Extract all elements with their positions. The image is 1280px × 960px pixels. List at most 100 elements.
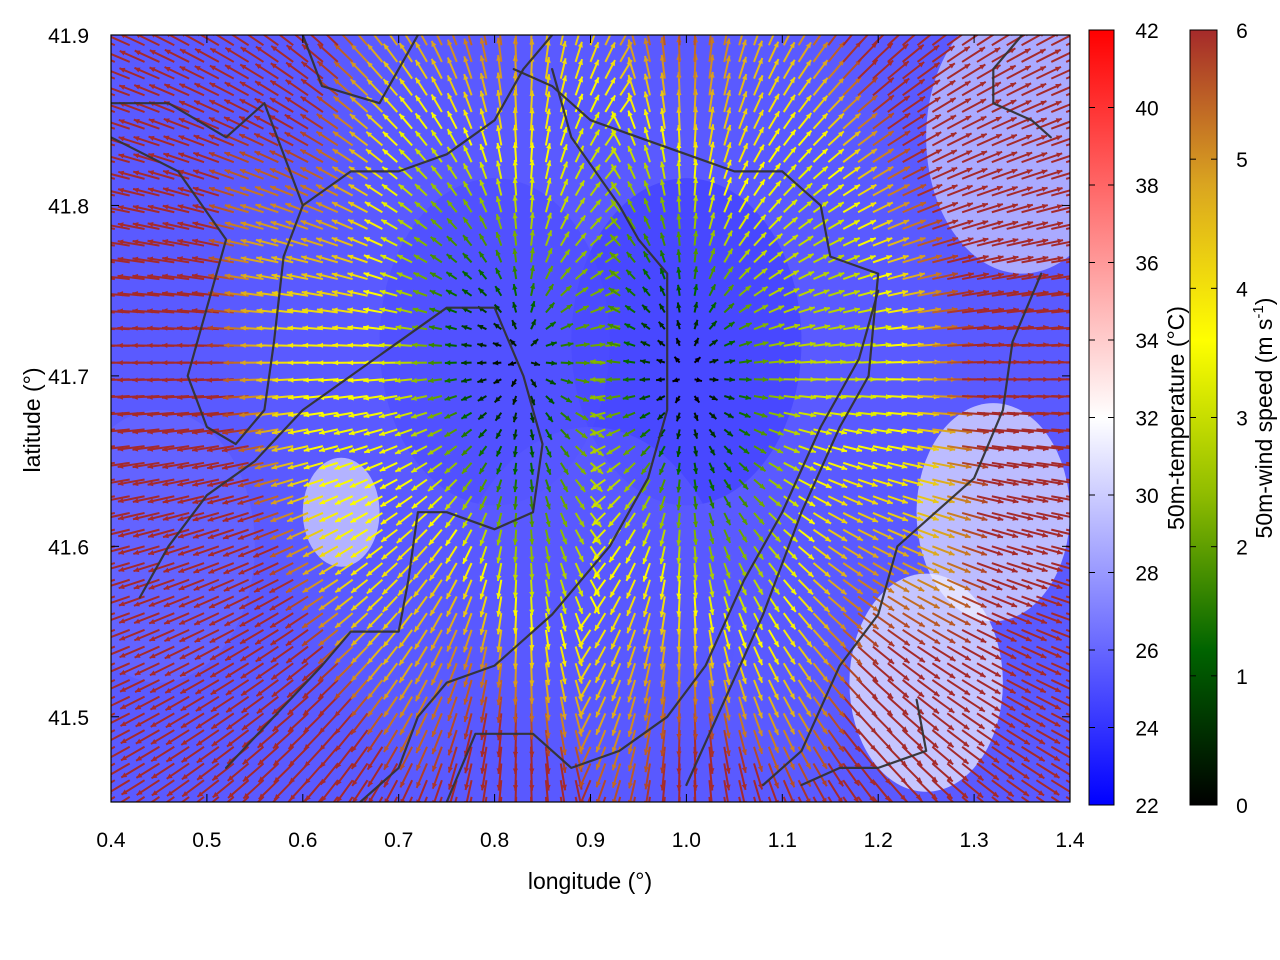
wind-arrow-head bbox=[90, 721, 96, 726]
wind-arrow-head bbox=[545, 538, 551, 545]
wind-arrow-head bbox=[856, 641, 863, 648]
wind-arrow-head bbox=[364, 483, 371, 488]
wind-arrow-head bbox=[302, 569, 309, 575]
wind-arrow-head bbox=[304, 761, 311, 767]
wind-arrow-head bbox=[545, 714, 551, 721]
wind-arrow-head bbox=[395, 466, 402, 472]
wind-arrow-head bbox=[400, 798, 406, 802]
wind-arrow-head bbox=[88, 240, 94, 245]
wind-arrow-head bbox=[694, 801, 698, 802]
wind-arrow-head bbox=[659, 504, 665, 511]
wind-arrow-head bbox=[319, 481, 326, 487]
wind-arrow-head bbox=[496, 557, 502, 564]
wind-arrow-head bbox=[741, 642, 747, 649]
wind-arrow-head bbox=[399, 694, 405, 701]
wind-arrow-head bbox=[181, 774, 188, 780]
wind-arrow-head bbox=[578, 573, 584, 580]
wind-arrow-head bbox=[479, 734, 486, 741]
wind-arrow-head bbox=[367, 657, 374, 664]
wind-arrow-head bbox=[627, 696, 633, 703]
wind-arrow-head bbox=[479, 503, 485, 510]
wind-arrow-head bbox=[856, 464, 863, 470]
wind-arrow-head bbox=[529, 609, 535, 616]
wind-arrow-head bbox=[901, 498, 908, 504]
wind-arrow-head bbox=[886, 499, 893, 505]
wind-arrow-head bbox=[133, 567, 140, 573]
wind-arrow-head bbox=[964, 585, 971, 591]
wind-arrow-head bbox=[496, 717, 502, 723]
wind-arrow-head bbox=[1012, 533, 1019, 539]
wind-arrow-head bbox=[659, 750, 666, 757]
wind-arrow-head bbox=[856, 517, 863, 523]
wind-arrow-head bbox=[853, 779, 860, 786]
wind-arrow-head bbox=[963, 724, 970, 730]
wind-arrow-head bbox=[320, 778, 327, 785]
wind-arrow-head bbox=[512, 663, 519, 670]
wind-arrow-head bbox=[611, 781, 617, 788]
wind-arrow-head bbox=[676, 664, 682, 670]
wind-arrow-head bbox=[287, 446, 294, 453]
wind-arrow-head bbox=[103, 240, 109, 245]
wind-arrow-head bbox=[595, 520, 602, 527]
wind-arrow-head bbox=[676, 646, 682, 653]
wind-arrow-head bbox=[946, 775, 953, 782]
wind-arrow-head bbox=[742, 483, 749, 490]
wind-arrow-head bbox=[773, 711, 779, 718]
wind-arrow-head bbox=[288, 760, 295, 767]
wind-arrow-head bbox=[221, 447, 228, 453]
wind-arrow bbox=[797, 796, 803, 802]
wind-arrow-head bbox=[1023, 756, 1030, 762]
wind-arrow-head bbox=[103, 412, 109, 417]
wind-arrow-head bbox=[773, 658, 779, 665]
wind-arrow-head bbox=[274, 794, 280, 800]
wind-arrow-head bbox=[150, 704, 157, 710]
wind-arrow-head bbox=[1038, 738, 1045, 744]
wind-arrow-head bbox=[916, 742, 923, 749]
wind-arrow-head bbox=[869, 761, 876, 768]
wind-arrow-head bbox=[271, 691, 278, 697]
wind-arrow-head bbox=[166, 756, 173, 762]
wind-arrow-head bbox=[1071, 170, 1077, 175]
wind-arrow bbox=[961, 796, 970, 802]
wind-arrow-head bbox=[369, 815, 374, 821]
wind-arrow-head bbox=[823, 641, 829, 647]
wind-arrow-head bbox=[659, 593, 665, 600]
wind-arrow-head bbox=[107, 806, 113, 811]
wind-arrow-head bbox=[1039, 704, 1046, 710]
wind-arrow-head bbox=[103, 205, 109, 210]
wind-arrow-head bbox=[1042, 497, 1049, 504]
wind-arrow-head bbox=[429, 556, 435, 563]
wind-arrow-head bbox=[611, 695, 617, 702]
wind-arrow-head bbox=[676, 558, 682, 564]
wind-arrow-head bbox=[428, 503, 435, 510]
wind-arrow-head bbox=[529, 538, 535, 545]
wind-arrow-head bbox=[579, 486, 586, 492]
wind-arrow-head bbox=[825, 483, 832, 488]
wind-arrow-head bbox=[399, 659, 405, 666]
wind-arrow-head bbox=[211, 723, 218, 729]
wind-arrow-head bbox=[334, 464, 341, 470]
wind-arrow-head bbox=[270, 517, 277, 523]
wind-arrow bbox=[1050, 578, 1070, 587]
wind-arrow bbox=[842, 796, 848, 802]
wind-arrow-head bbox=[195, 688, 202, 694]
wind-arrow-head bbox=[427, 449, 434, 455]
wind-arrow-head bbox=[611, 746, 617, 753]
wind-arrow-head bbox=[888, 623, 895, 629]
wind-arrow-head bbox=[789, 781, 795, 788]
wind-arrow-head bbox=[902, 709, 909, 715]
wind-arrow-head bbox=[949, 638, 956, 644]
wind-arrow-head bbox=[676, 593, 682, 600]
wind-arrow-head bbox=[595, 659, 601, 666]
wind-arrow-head bbox=[479, 716, 486, 723]
wind-arrow-head bbox=[177, 533, 184, 539]
wind-arrow-head bbox=[429, 592, 435, 599]
wind-arrow-head bbox=[994, 688, 1001, 694]
wind-arrow-head bbox=[150, 721, 157, 727]
wind-arrow-head bbox=[741, 695, 747, 702]
wind-arrow-head bbox=[1072, 187, 1078, 192]
wind-arrow-head bbox=[287, 691, 294, 698]
wind-arrow-head bbox=[561, 731, 567, 738]
wind-arrow-head bbox=[496, 699, 502, 706]
wind-arrow-head bbox=[318, 657, 325, 664]
